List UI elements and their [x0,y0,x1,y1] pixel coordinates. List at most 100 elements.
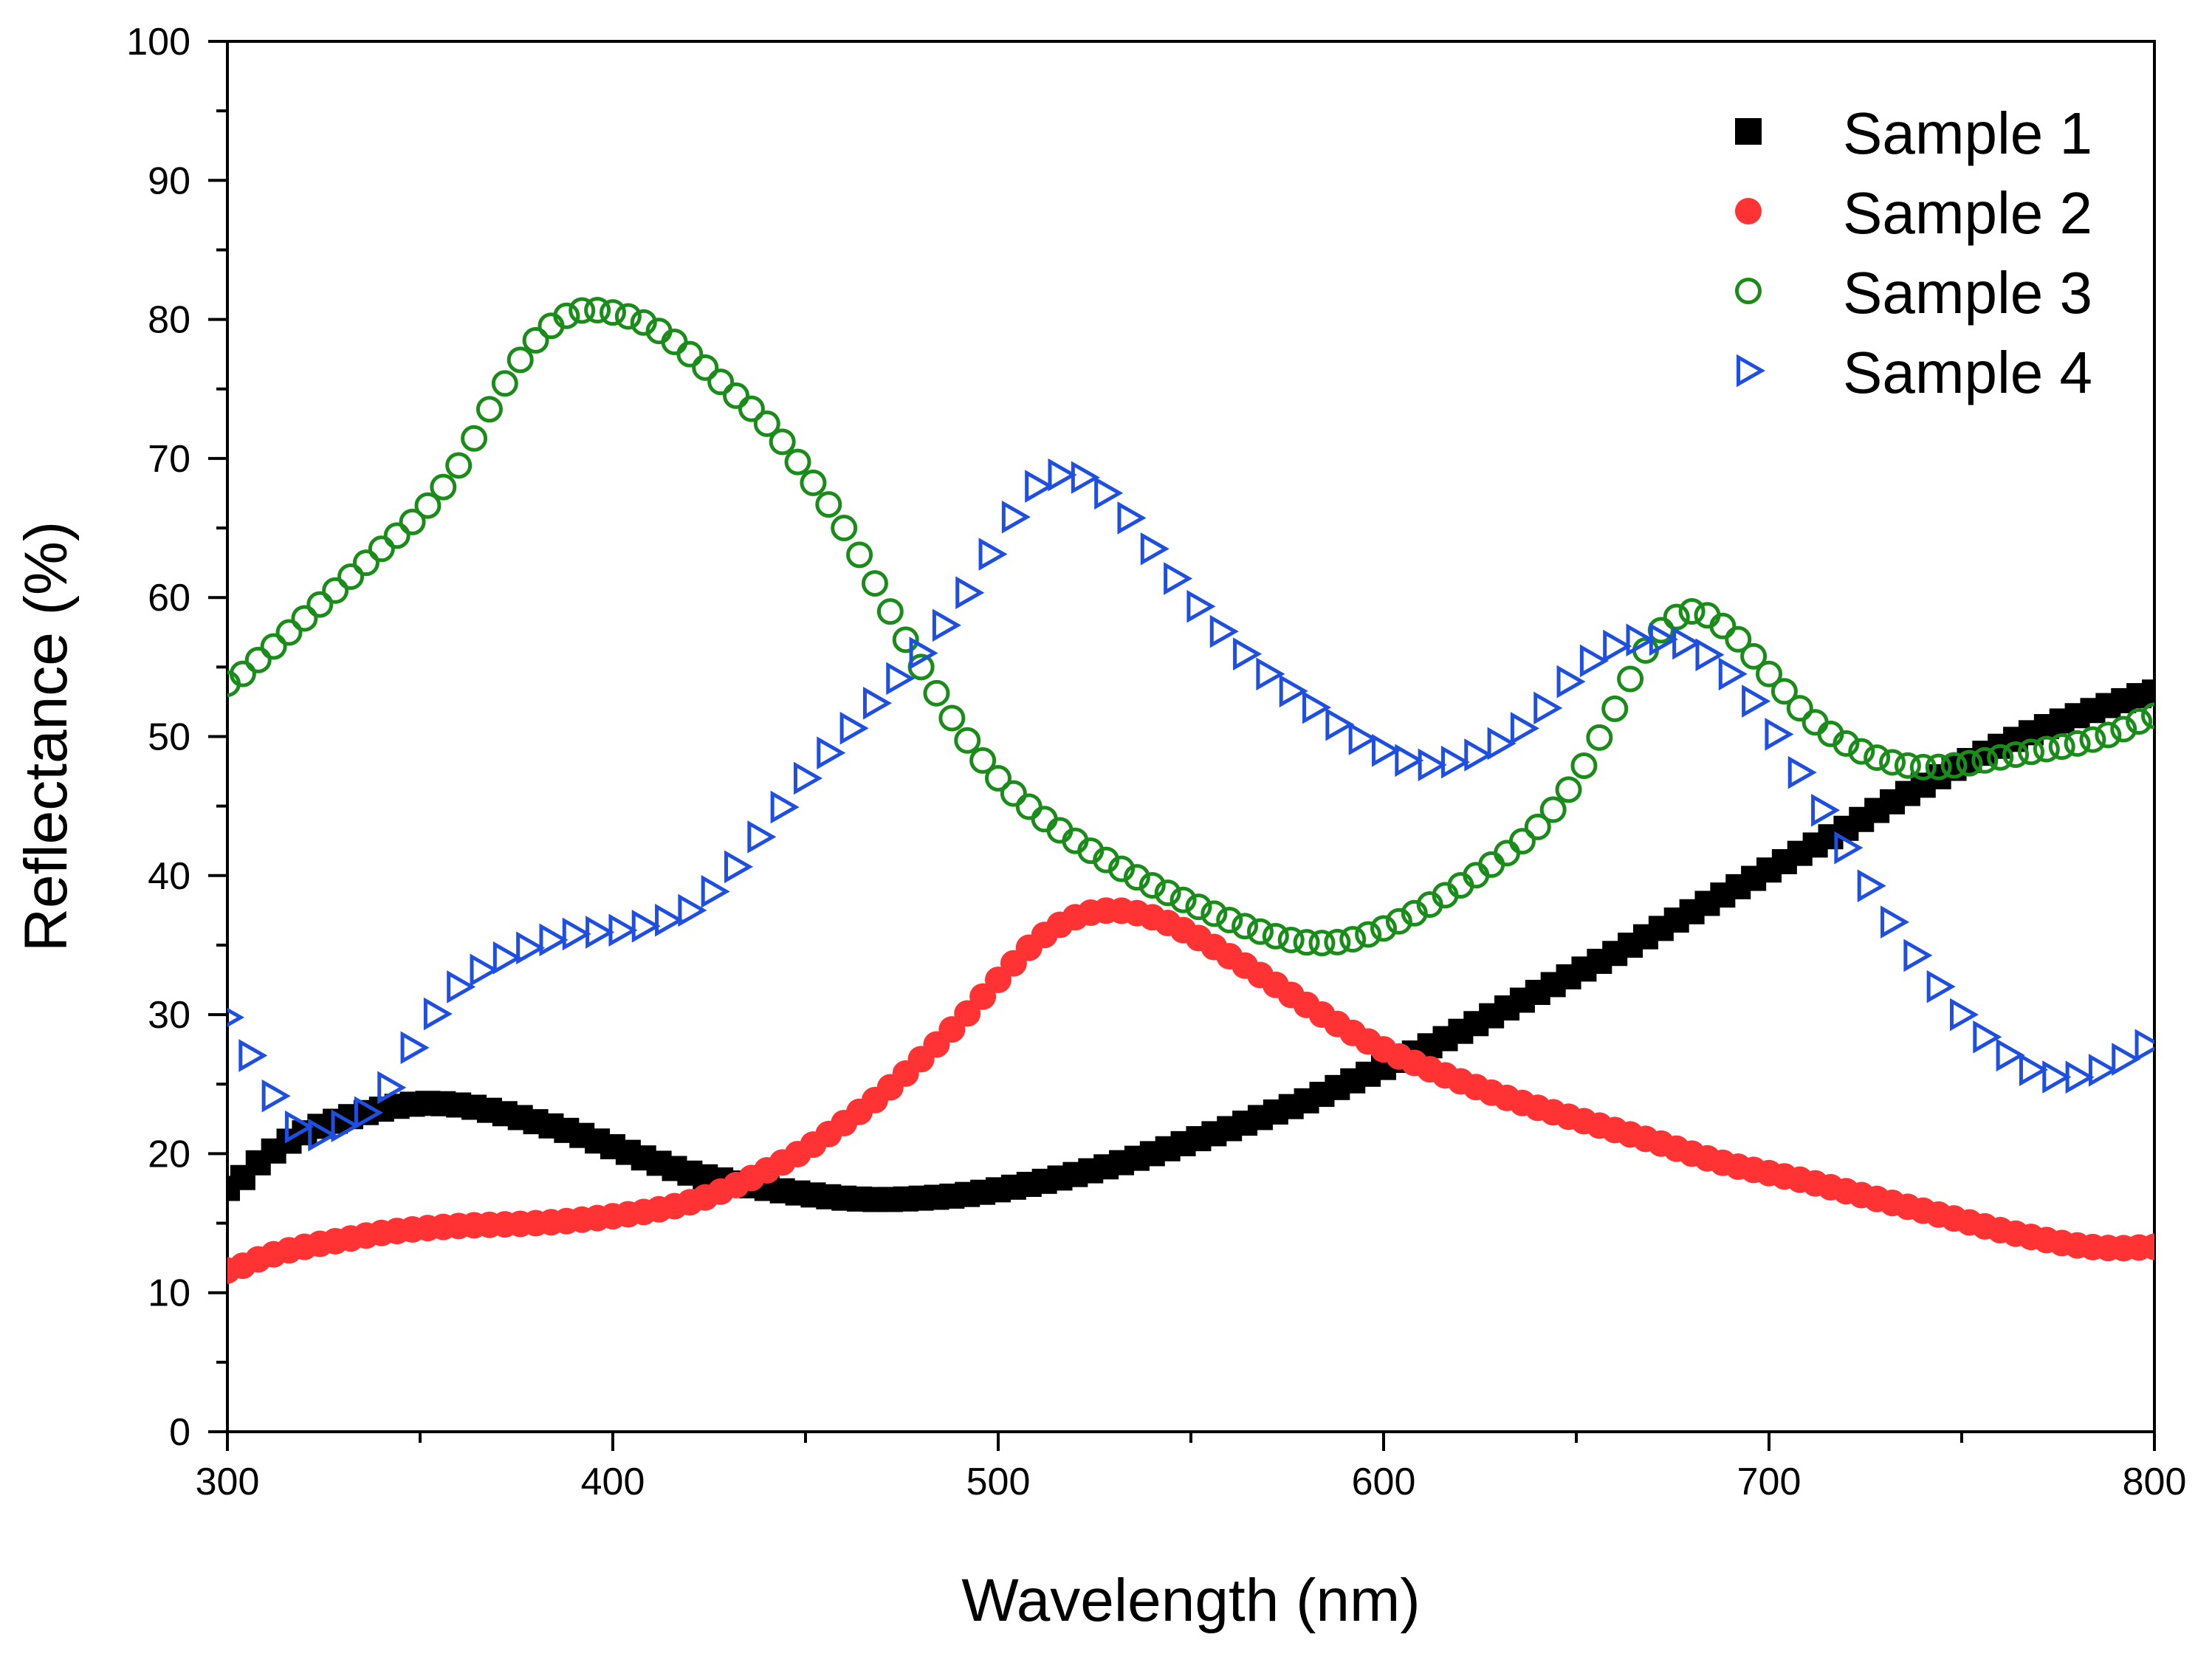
data-point [522,326,549,354]
y-axis-title: Reflectance (%) [13,521,80,952]
data-point [1586,724,1613,751]
y-tick-label: 70 [148,438,190,481]
data-point [1857,869,1886,902]
data-point [322,577,349,604]
y-tick-label: 0 [169,1411,190,1454]
data-point [383,522,411,549]
x-tick-label: 500 [966,1461,1031,1503]
legend-label: Sample 1 [1843,100,2092,166]
data-point [1533,691,1563,725]
data-point [1324,928,1351,955]
data-point [1709,612,1737,639]
data-point [1787,755,1817,789]
data-point [614,303,642,330]
data-point [539,923,569,957]
y-tick-label: 20 [148,1133,190,1176]
legend-item: Sample 2 [1735,180,2092,246]
data-point [1555,776,1582,803]
data-point [955,576,985,610]
data-point [1487,727,1517,761]
data-point [1950,998,1979,1032]
data-point [631,909,661,943]
data-point [2042,1060,2072,1094]
data-point [701,875,730,908]
data-point [1987,744,2014,771]
data-point [585,916,615,949]
data-point [584,297,611,324]
x-tick-label: 800 [2123,1461,2187,1503]
data-series-layer [227,297,2154,1284]
data-point [969,747,997,774]
data-point [1262,922,1289,950]
data-point [291,605,318,632]
data-point [1209,614,1239,648]
series-2 [227,897,2154,1284]
data-point [876,598,904,625]
axis-tick-labels: 300 400 500 600 700 800 0 10 20 30 40 50 60 70 80 90 100 [126,21,2186,1503]
data-point [1508,828,1536,855]
data-point [1510,712,1539,745]
data-point [1765,718,1794,751]
data-point [2095,721,2122,749]
series-4 [227,458,2154,1152]
data-point [1339,926,1367,953]
data-point [506,346,534,374]
data-point [562,917,591,951]
data-point [400,1031,430,1065]
data-point [1169,886,1197,913]
data-point [1786,695,1813,722]
x-axis-title: Wavelength (nm) [961,1567,1420,1634]
data-point [447,970,476,1003]
data-point [260,633,287,660]
data-point [1418,748,1447,782]
data-point [1395,744,1424,778]
data-point [676,340,704,368]
data-point [308,1118,337,1152]
data-point [352,549,379,577]
data-point [1718,657,1748,691]
data-point [284,1110,314,1144]
legend: Sample 1 Sample 2 Sample 3 Sample 4 [1735,100,2092,405]
data-point [1926,970,1956,1003]
data-point [862,687,892,720]
data-point [985,764,1011,792]
data-point [1880,905,1910,939]
y-tick-label: 80 [148,299,190,342]
data-point [1372,734,1401,767]
data-point [1186,589,1216,623]
data-point [2088,1054,2117,1087]
data-point [1756,660,1782,687]
data-point [932,608,961,642]
data-point [1996,1038,2025,1072]
data-point [978,538,1008,571]
data-point [1556,665,1586,699]
data-point [1277,926,1305,953]
data-point [1140,532,1169,566]
data-point [368,535,395,563]
data-point [817,736,846,769]
data-point [1695,638,1725,672]
legend-marker [1735,278,1762,304]
data-point [1649,622,1678,656]
x-tick-label: 700 [1737,1461,1801,1503]
data-point [461,425,488,452]
legend-item: Sample 1 [1735,100,2092,166]
data-point [1001,500,1031,534]
data-point [600,299,626,326]
data-point [1164,562,1193,595]
data-point [1246,918,1274,945]
data-point [747,820,777,854]
data-point [1117,501,1147,535]
axis-ticks [208,40,2156,1451]
legend-label: Sample 3 [1843,260,2092,326]
data-point [1233,637,1263,670]
data-point [2141,1233,2154,1260]
data-point [969,983,997,1010]
data-point [954,1000,981,1027]
data-point [1925,753,1952,780]
data-point [492,941,522,975]
data-point [2126,708,2153,735]
data-point [275,619,303,646]
data-point [2033,735,2060,763]
data-point [1015,793,1043,820]
